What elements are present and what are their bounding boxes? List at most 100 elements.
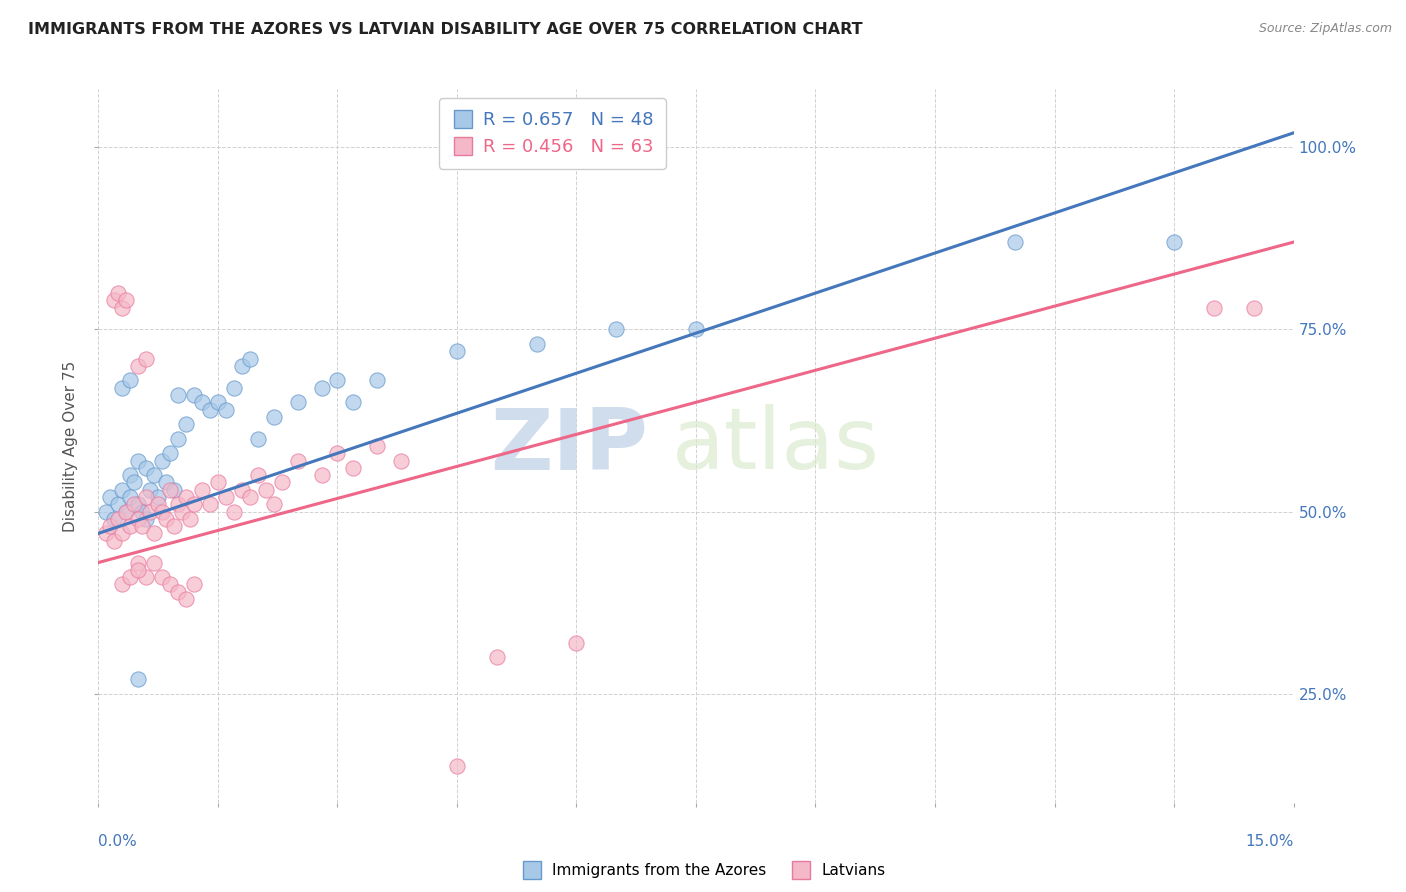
Point [215, 402, 238, 417]
Point [239, 351, 262, 366]
Point [148, 497, 170, 511]
Point [103, 533, 125, 548]
Point [311, 468, 333, 483]
Point [311, 381, 333, 395]
Point [135, 460, 157, 475]
Point [96, 504, 118, 518]
Point [127, 556, 149, 570]
Point [174, 591, 197, 606]
Point [174, 417, 197, 432]
Point [389, 453, 412, 467]
Point [222, 381, 245, 395]
Point [172, 504, 194, 518]
Point [446, 759, 468, 773]
Point [103, 512, 125, 526]
Point [107, 497, 129, 511]
Point [1163, 235, 1185, 249]
Point [207, 395, 229, 409]
Point [150, 570, 173, 584]
Text: 15.0%: 15.0% [1246, 834, 1294, 849]
Point [239, 490, 262, 504]
Point [167, 388, 190, 402]
Point [124, 475, 146, 490]
Point [111, 483, 134, 497]
Point [246, 432, 269, 446]
Point [198, 402, 221, 417]
Point [163, 483, 186, 497]
Point [135, 490, 157, 504]
Point [191, 483, 214, 497]
Point [127, 453, 149, 467]
Point [111, 526, 134, 541]
Point [159, 483, 181, 497]
Point [98, 519, 122, 533]
Point [120, 570, 142, 584]
Point [366, 439, 388, 453]
Point [167, 584, 190, 599]
Point [254, 483, 277, 497]
Legend: Immigrants from the Azores, Latvians: Immigrants from the Azores, Latvians [515, 857, 891, 884]
Point [135, 351, 157, 366]
Point [685, 322, 707, 336]
Point [287, 395, 309, 409]
Point [446, 344, 468, 359]
Point [565, 635, 588, 649]
Point [131, 519, 153, 533]
Point [167, 432, 190, 446]
Point [198, 497, 221, 511]
Point [231, 483, 253, 497]
Point [1202, 301, 1225, 315]
Point [485, 650, 508, 665]
Point [96, 526, 118, 541]
Point [183, 577, 205, 591]
Text: ZIP: ZIP [491, 404, 648, 488]
Point [183, 388, 205, 402]
Point [270, 475, 292, 490]
Point [107, 512, 129, 526]
Point [135, 570, 157, 584]
Point [287, 453, 309, 467]
Y-axis label: Disability Age Over 75: Disability Age Over 75 [63, 360, 79, 532]
Legend: R = 0.657   N = 48, R = 0.456   N = 63: R = 0.657 N = 48, R = 0.456 N = 63 [439, 98, 666, 169]
Point [111, 301, 134, 315]
Point [115, 504, 138, 518]
Point [103, 293, 125, 308]
Text: Source: ZipAtlas.com: Source: ZipAtlas.com [1258, 22, 1392, 36]
Point [163, 519, 186, 533]
Point [135, 512, 157, 526]
Point [120, 490, 142, 504]
Point [111, 577, 134, 591]
Point [342, 460, 364, 475]
Point [159, 446, 181, 460]
Point [143, 556, 166, 570]
Point [115, 293, 138, 308]
Point [326, 374, 349, 388]
Point [150, 453, 173, 467]
Point [342, 395, 364, 409]
Point [167, 497, 190, 511]
Point [127, 512, 149, 526]
Point [263, 409, 285, 424]
Point [107, 286, 129, 301]
Point [183, 497, 205, 511]
Point [215, 490, 238, 504]
Point [263, 497, 285, 511]
Point [326, 446, 349, 460]
Point [148, 490, 170, 504]
Point [174, 490, 197, 504]
Point [1004, 235, 1026, 249]
Point [124, 497, 146, 511]
Point [246, 468, 269, 483]
Point [159, 577, 181, 591]
Point [127, 672, 149, 686]
Point [366, 374, 388, 388]
Point [139, 483, 162, 497]
Point [131, 504, 153, 518]
Point [143, 526, 166, 541]
Text: IMMIGRANTS FROM THE AZORES VS LATVIAN DISABILITY AGE OVER 75 CORRELATION CHART: IMMIGRANTS FROM THE AZORES VS LATVIAN DI… [28, 22, 863, 37]
Point [115, 504, 138, 518]
Point [120, 374, 142, 388]
Text: atlas: atlas [672, 404, 880, 488]
Point [98, 490, 122, 504]
Point [127, 497, 149, 511]
